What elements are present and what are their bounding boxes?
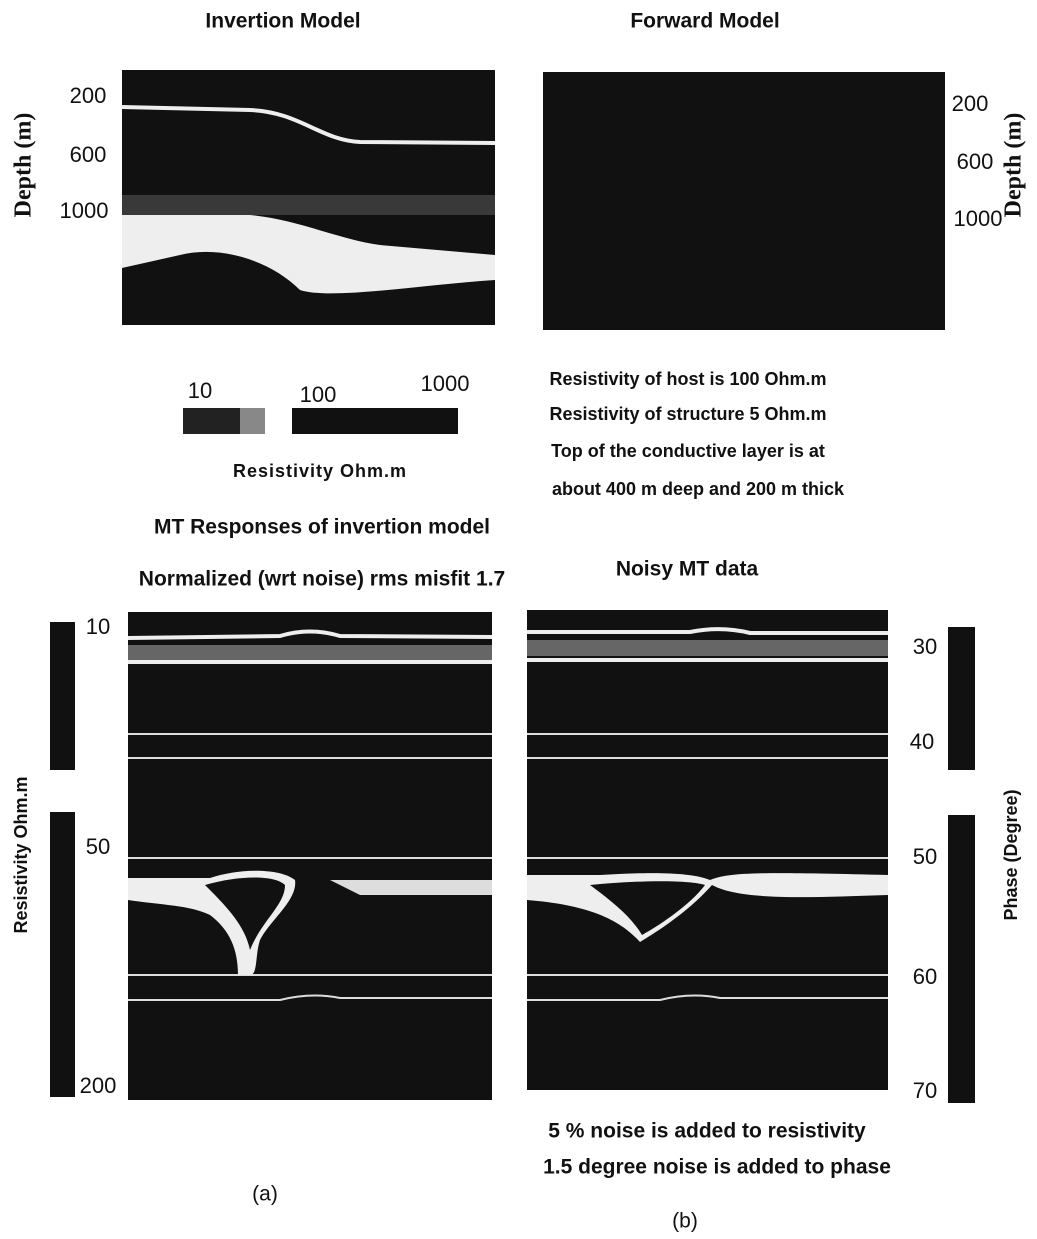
axis-label: Phase (Degree) (1001, 789, 1021, 920)
colorbar-segment (50, 812, 75, 1097)
colorbar-segment (50, 622, 75, 770)
response-image (527, 610, 888, 1090)
colorbar-tick: 1000 (421, 371, 470, 396)
depth-tick: 600 (957, 149, 994, 174)
layer-texture (122, 195, 495, 215)
note: 5 % noise is added to resistivity (548, 1120, 866, 1143)
axis-label: Depth (m) (11, 113, 37, 218)
note: about 400 m deep and 200 m thick (552, 479, 845, 499)
panel-title: MT Responses of invertion model (154, 516, 490, 539)
resistivity-tick: 200 (80, 1073, 117, 1098)
colorbar-tick: 100 (300, 382, 337, 407)
axis-label: Depth (m) (1001, 113, 1027, 218)
depth-tick: 1000 (60, 198, 109, 223)
layer-boundary (121, 105, 496, 145)
note: Top of the conductive layer is at (551, 441, 825, 461)
phase-tick: 70 (913, 1078, 937, 1103)
panel-title: Forward Model (630, 10, 779, 33)
depth-tick: 200 (70, 83, 107, 108)
depth-tick: 600 (70, 142, 107, 167)
panel-title: Invertion Model (205, 10, 360, 33)
colorbar-tick: 10 (188, 378, 212, 403)
phase-tick: 60 (913, 964, 937, 989)
axis-label: Resistivity Ohm.m (11, 776, 31, 933)
colorbar-segment (948, 815, 975, 1103)
note: Resistivity of host is 100 Ohm.m (549, 369, 826, 389)
colorbar-label: Resistivity Ohm.m (233, 461, 407, 481)
contour-band (527, 640, 888, 656)
caption: (b) (672, 1210, 698, 1233)
contour-band (128, 645, 492, 661)
phase-tick: 30 (913, 634, 937, 659)
resistivity-tick: 10 (86, 614, 110, 639)
colorbar-segment (948, 627, 975, 770)
depth-tick: 1000 (954, 206, 1003, 231)
panel-title: Normalized (wrt noise) rms misfit 1.7 (139, 568, 505, 591)
note: 1.5 degree noise is added to phase (543, 1156, 891, 1179)
phase-tick: 50 (913, 844, 937, 869)
contour (527, 733, 888, 1001)
panel-title: Noisy MT data (616, 558, 759, 581)
anomaly-core (205, 877, 285, 950)
forward-image (543, 72, 945, 330)
anomaly-contour (330, 880, 492, 895)
phase-tick: 40 (910, 729, 934, 754)
caption: (a) (252, 1183, 278, 1206)
note: Resistivity of structure 5 Ohm.m (549, 404, 826, 424)
contour (128, 733, 492, 1001)
contour (127, 629, 493, 640)
colorbar-segment (292, 408, 458, 434)
response-image (128, 612, 492, 1100)
resistivity-tick: 50 (86, 834, 110, 859)
depth-tick: 200 (952, 91, 989, 116)
anomaly-core (590, 881, 705, 935)
colorbar-segment (240, 408, 265, 434)
contour (527, 627, 888, 635)
conductive-layer (122, 215, 495, 294)
